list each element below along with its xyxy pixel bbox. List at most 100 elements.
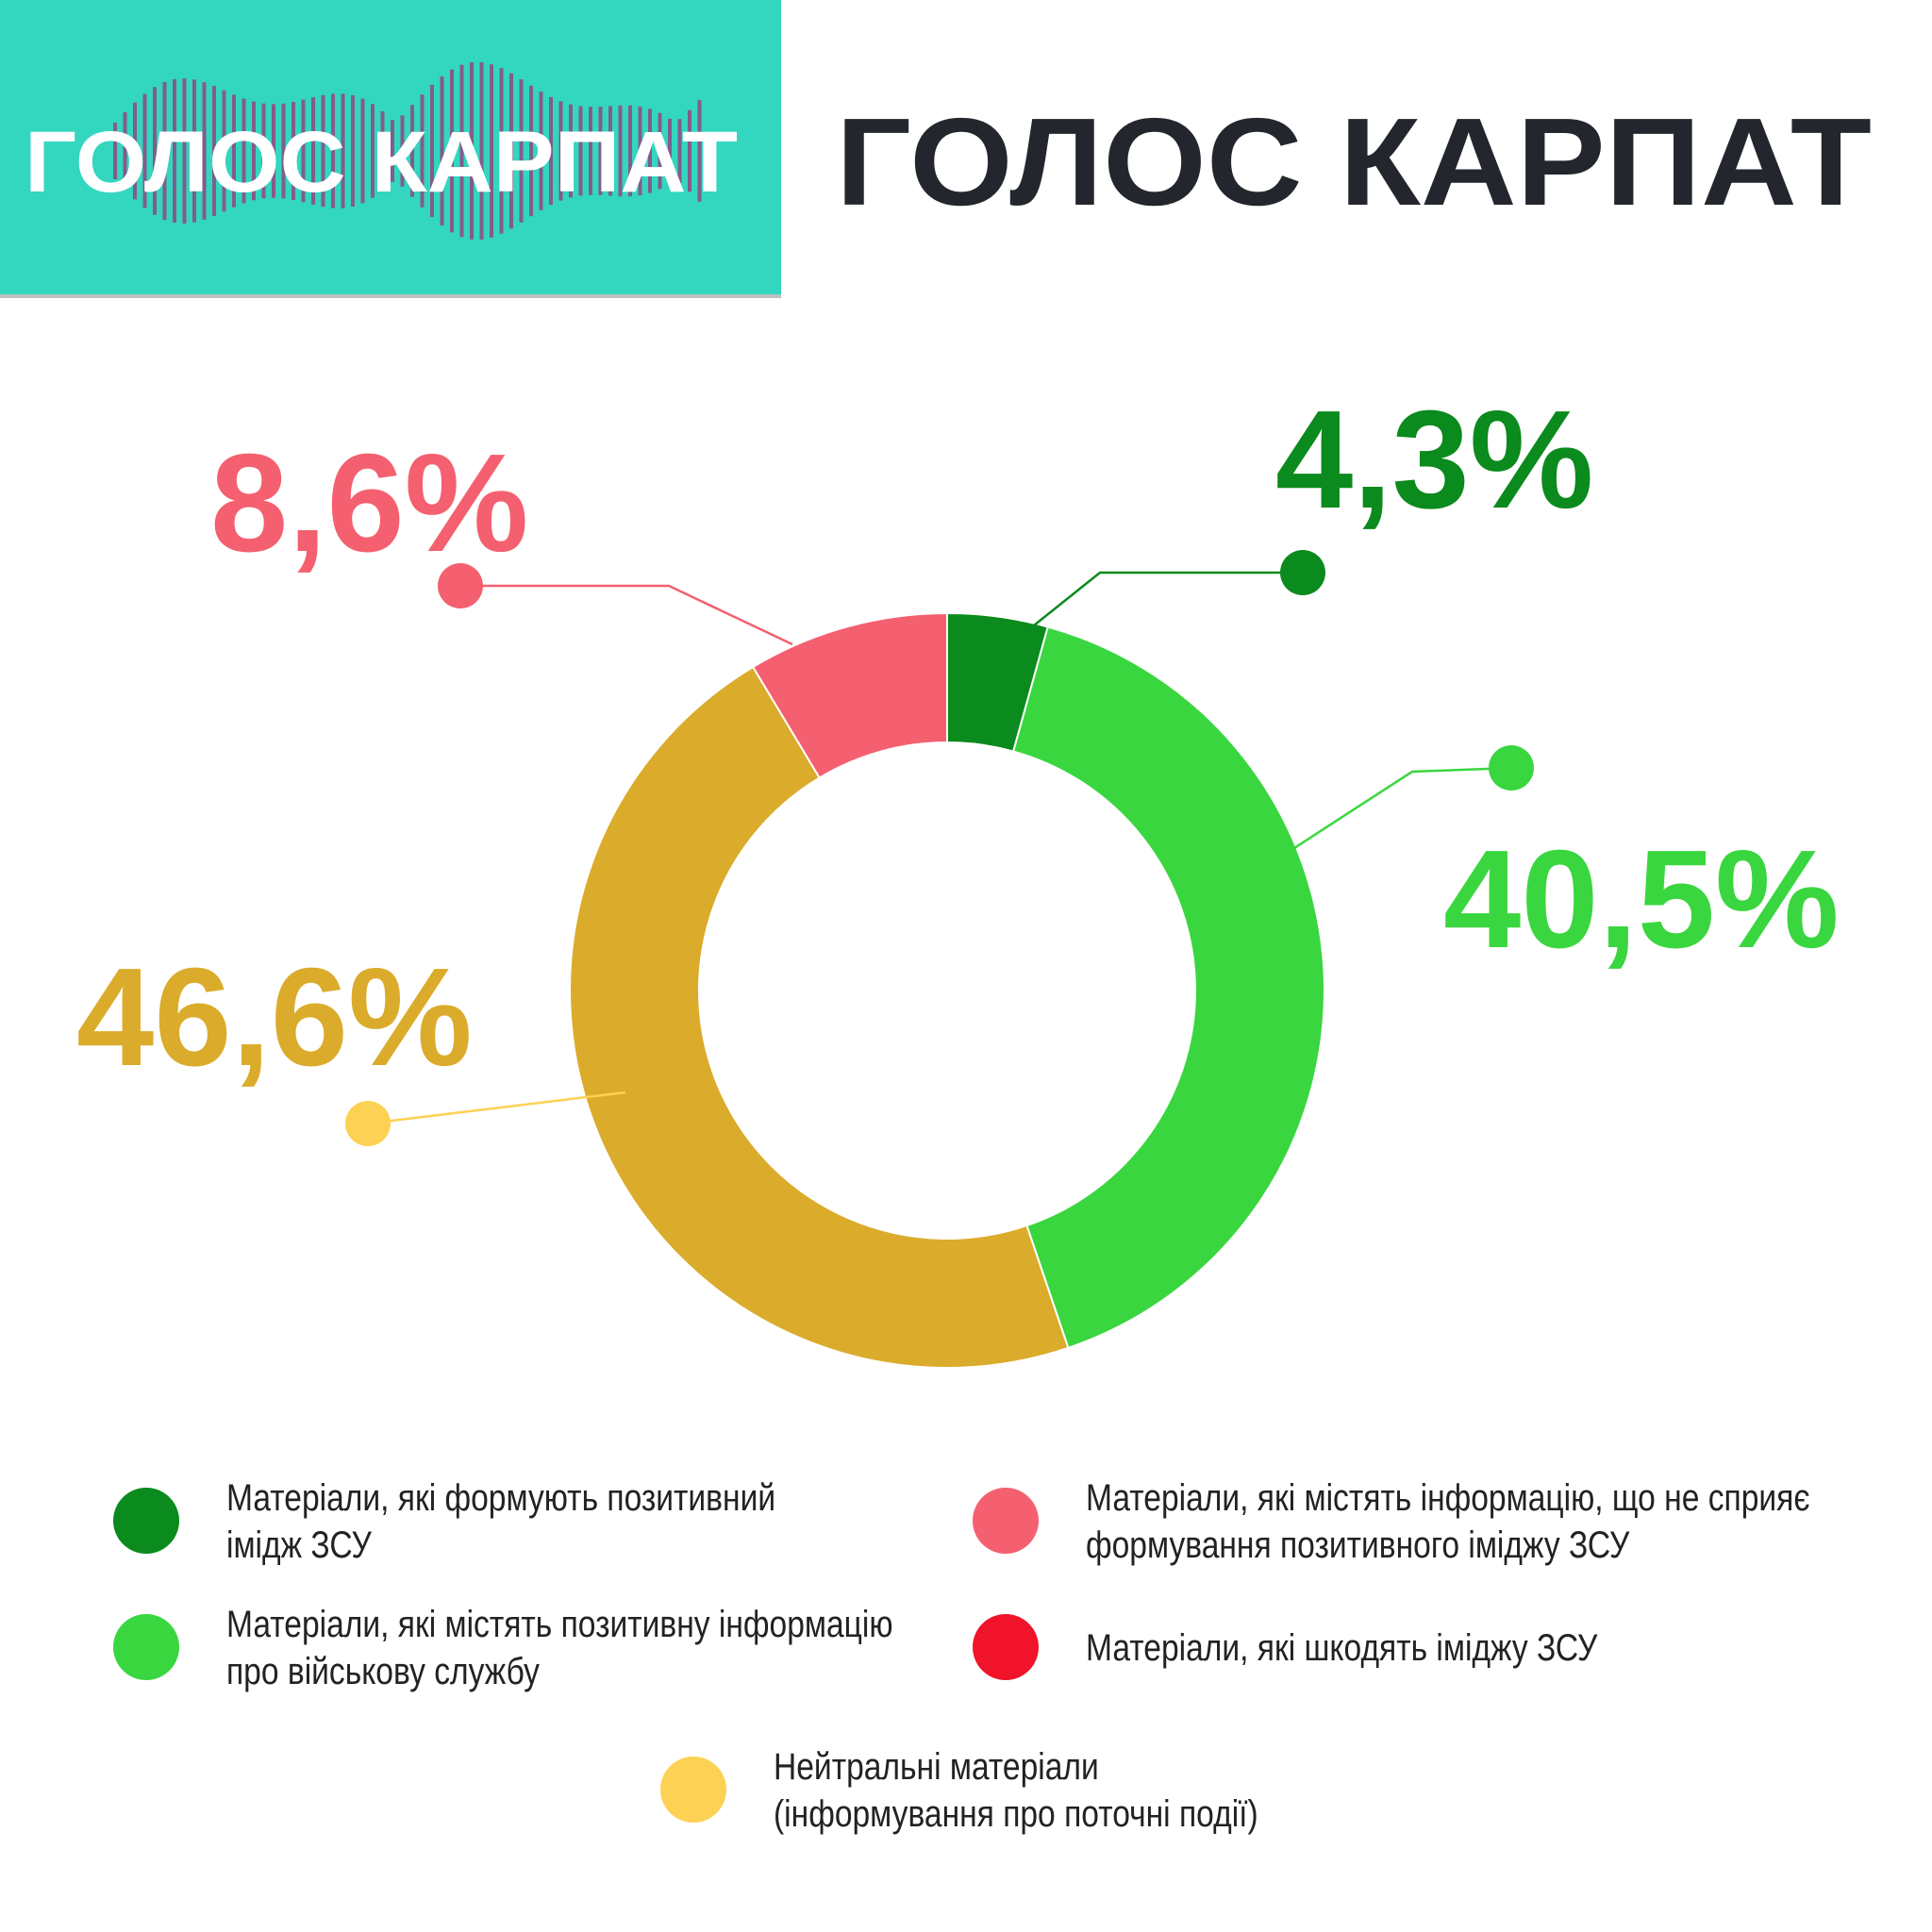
- legend-line: (інформування про поточні події): [774, 1792, 1258, 1834]
- legend-line: Матеріали, які містять інформацію, що не…: [1086, 1476, 1809, 1518]
- legend-swatch: [973, 1614, 1039, 1680]
- waveform-bar: [549, 96, 553, 206]
- waveform-bar: [519, 79, 524, 223]
- waveform-bar: [360, 98, 365, 204]
- legend-label: Нейтральні матеріали: [774, 1745, 1099, 1787]
- legend-line: про військову службу: [226, 1650, 540, 1691]
- waveform-bar: [658, 112, 662, 190]
- donut-slice: [1011, 625, 1325, 1350]
- waveform-bar: [173, 78, 176, 224]
- legend-label: Матеріали, які формують позитивний: [226, 1476, 775, 1518]
- waveform-bar: [192, 79, 196, 223]
- legend-label: Матеріали, які шкодять іміджу ЗСУ: [1086, 1626, 1598, 1668]
- legend-label: (інформування про поточні події): [774, 1792, 1258, 1834]
- legend-line: імідж ЗСУ: [226, 1524, 372, 1565]
- legend-swatch: [113, 1488, 179, 1554]
- waveform-bar: [232, 94, 236, 208]
- donut-slice: [751, 611, 948, 779]
- waveform-bar: [371, 104, 375, 198]
- waveform-bar: [311, 97, 315, 205]
- waveform-bar: [450, 69, 454, 233]
- waveform-bar: [391, 120, 394, 182]
- legend-line: Матеріали, які формують позитивний: [226, 1476, 775, 1518]
- legend-label: про військову службу: [226, 1650, 540, 1691]
- waveform-bar: [281, 103, 286, 199]
- logo-shadow: [0, 294, 781, 298]
- waveform-bar: [459, 64, 464, 238]
- waveform-bar: [162, 81, 167, 221]
- legend-line: Матеріали, які шкодять іміджу ЗСУ: [1086, 1626, 1598, 1668]
- waveform-bar: [252, 101, 256, 201]
- legend-line: Нейтральні матеріали: [774, 1745, 1099, 1787]
- waveform-bar: [677, 119, 682, 183]
- waveform-bar: [212, 86, 216, 216]
- value-label: 8,6%: [210, 425, 528, 581]
- waveform-bar: [261, 103, 266, 199]
- legend-label: формування позитивного іміджу ЗСУ: [1086, 1524, 1630, 1565]
- waveform-bar: [470, 62, 474, 240]
- waveform-bar: [182, 78, 187, 224]
- waveform-bar: [380, 110, 385, 192]
- waveform-bar: [351, 94, 355, 208]
- leader-dot: [1489, 745, 1534, 791]
- waveform-bar: [301, 99, 306, 203]
- leader-dot: [1280, 550, 1325, 595]
- legend-line: формування позитивного іміджу ЗСУ: [1086, 1524, 1630, 1565]
- waveform-bar: [509, 73, 513, 229]
- waveform-bar: [688, 109, 691, 192]
- waveform-bar: [479, 62, 484, 240]
- waveform-bar: [142, 93, 147, 208]
- legend-line: Матеріали, які містять позитивну інформа…: [226, 1603, 893, 1644]
- waveform-bar: [490, 64, 493, 238]
- waveform-bar: [578, 106, 583, 196]
- leader-line: [1293, 766, 1512, 850]
- waveform-bar: [133, 102, 137, 200]
- waveform-bar: [153, 87, 157, 215]
- leader-line: [367, 1091, 626, 1125]
- waveform-bar: [291, 102, 295, 200]
- waveform-bar: [668, 118, 672, 184]
- waveform-bar: [341, 93, 345, 208]
- waveform-bar: [628, 105, 632, 197]
- waveform-bar: [499, 68, 504, 234]
- waveform-bar: [420, 94, 425, 208]
- waveform-bar: [202, 82, 207, 220]
- leader-dot: [438, 563, 483, 608]
- waveform-bar: [113, 123, 117, 179]
- waveform-bar: [272, 104, 275, 198]
- waveform-bar: [123, 112, 127, 190]
- legend-label: імідж ЗСУ: [226, 1524, 372, 1565]
- legend-label: Матеріали, які містять позитивну інформа…: [226, 1603, 893, 1644]
- legend-swatch: [973, 1488, 1039, 1554]
- waveform-bar: [697, 100, 702, 202]
- waveform-bar: [598, 107, 603, 195]
- waveform-bar: [529, 85, 533, 217]
- value-label: 40,5%: [1443, 822, 1840, 977]
- legend-swatch: [113, 1614, 179, 1680]
- waveform-bar: [558, 101, 563, 201]
- waveform-bar: [242, 98, 246, 204]
- leader-dot: [345, 1101, 391, 1146]
- waveform-bar: [608, 106, 612, 196]
- waveform-bar: [539, 92, 543, 210]
- title: ГОЛОС КАРПАТ: [836, 92, 1872, 231]
- logo-waveform: [113, 62, 702, 240]
- leader-line: [460, 584, 793, 646]
- waveform-bar: [638, 106, 642, 196]
- logo-text: ГОЛОС КАРПАТ: [25, 114, 738, 210]
- donut-slice: [568, 665, 1070, 1370]
- waveform-bar: [648, 108, 652, 193]
- value-label: 4,3%: [1275, 382, 1593, 538]
- waveform-bar: [331, 93, 335, 208]
- waveform-bar: [321, 94, 325, 208]
- legend-swatch: [660, 1757, 726, 1823]
- waveform-bar: [569, 104, 573, 198]
- waveform-bar: [410, 105, 414, 197]
- waveform-bar: [430, 84, 434, 218]
- value-label: 46,6%: [76, 940, 473, 1095]
- waveform-bar: [400, 115, 405, 187]
- waveform-bar: [440, 75, 444, 226]
- leader-line: [1033, 571, 1303, 626]
- waveform-bar: [618, 105, 623, 197]
